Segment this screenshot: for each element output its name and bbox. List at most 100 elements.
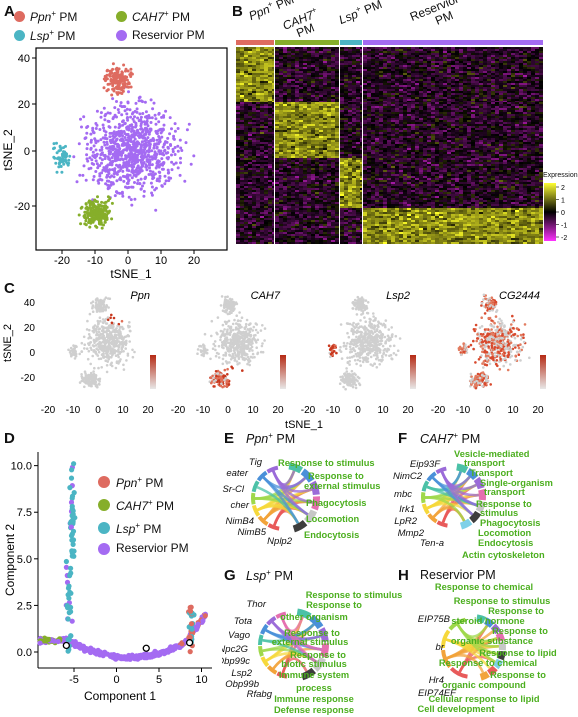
heatmap-cell <box>244 93 248 95</box>
heatmap-cell <box>455 99 459 101</box>
heatmap-cell <box>515 120 519 122</box>
heatmap-cell <box>531 91 535 93</box>
heatmap-cell <box>399 81 403 83</box>
heatmap-cell <box>387 93 391 95</box>
heatmap-cell <box>431 49 435 51</box>
heatmap-cell <box>487 87 491 89</box>
heatmap-cell <box>299 53 303 55</box>
heatmap-cell <box>487 99 491 101</box>
heatmap-cell <box>379 102 383 104</box>
heatmap-cell <box>499 128 503 130</box>
heatmap-cell <box>340 102 344 104</box>
heatmap-cell <box>415 104 419 106</box>
heatmap-cell <box>371 130 375 132</box>
heatmap-cell <box>323 93 327 95</box>
heatmap-cell <box>379 124 383 126</box>
heatmap-cell <box>335 99 339 101</box>
heatmap-cell <box>331 65 335 67</box>
tsne-point <box>158 174 162 178</box>
tsne-point <box>115 163 118 167</box>
tsne-point <box>167 176 171 180</box>
heatmap-cell <box>252 99 256 101</box>
heatmap-cell <box>352 104 356 106</box>
heatmap-cell <box>423 120 427 122</box>
heatmap-cell <box>375 75 379 77</box>
heatmap-cell <box>315 97 319 99</box>
heatmap-cell <box>463 73 467 75</box>
heatmap-cell <box>348 83 352 85</box>
heatmap-cell <box>363 71 367 73</box>
tsne-point <box>142 189 146 193</box>
heatmap-cell <box>244 83 248 85</box>
heatmap-cell <box>344 134 348 136</box>
tsne-point <box>160 184 164 188</box>
tsne-point <box>120 113 124 117</box>
heatmap-cell <box>415 136 419 138</box>
tsne-point <box>139 160 143 164</box>
heatmap-cell <box>375 136 379 138</box>
heatmap-cell <box>407 63 411 65</box>
heatmap-cell <box>348 120 352 122</box>
tsne-point <box>78 173 82 177</box>
heatmap-cell <box>240 67 244 69</box>
heatmap-cell <box>511 118 515 120</box>
heatmap-cell <box>399 63 403 65</box>
heatmap-cell <box>299 73 303 75</box>
heatmap-cell <box>443 83 447 85</box>
heatmap-cell <box>395 130 399 132</box>
heatmap-cell <box>407 124 411 126</box>
heatmap-cell <box>479 59 483 61</box>
heatmap-cell <box>371 116 375 118</box>
heatmap-cell <box>303 81 307 83</box>
tsne-point <box>63 155 67 159</box>
heatmap-cell <box>252 73 256 75</box>
heatmap-cell <box>391 126 395 128</box>
heatmap-cell <box>275 93 279 95</box>
heatmap-cell <box>375 61 379 63</box>
heatmap-cell <box>503 55 507 57</box>
tsne-point <box>154 166 158 170</box>
heatmap-cell <box>279 61 283 63</box>
heatmap-cell <box>499 53 503 55</box>
heatmap-cell <box>519 51 523 53</box>
heatmap-cell <box>395 112 399 114</box>
heatmap-cell <box>435 59 439 61</box>
heatmap-cell <box>315 132 319 134</box>
heatmap-cell <box>415 83 419 85</box>
heatmap-cell <box>499 75 503 77</box>
heatmap-cell <box>491 47 495 49</box>
heatmap-cell <box>495 67 499 69</box>
heatmap-cell <box>375 53 379 55</box>
heatmap-cell <box>331 118 335 120</box>
x-tick-label: -20 <box>54 255 70 267</box>
heatmap-cell <box>447 102 451 104</box>
cluster-bar-lsp <box>340 40 362 45</box>
heatmap-cell <box>256 61 260 63</box>
heatmap-cell <box>479 134 483 136</box>
heatmap-cell <box>447 134 451 136</box>
heatmap-cell <box>431 57 435 59</box>
heatmap-cell <box>283 138 287 140</box>
heatmap-cell <box>371 104 375 106</box>
heatmap-cell <box>283 51 287 53</box>
heatmap-cell <box>379 69 383 71</box>
heatmap-cell <box>419 67 423 69</box>
heatmap-cell <box>539 104 543 106</box>
heatmap-cell <box>475 95 479 97</box>
tsne-point <box>128 144 132 148</box>
heatmap-cell <box>531 65 535 67</box>
heatmap-cell <box>423 97 427 99</box>
heatmap-cell <box>303 93 307 95</box>
heatmap-cell <box>264 124 268 126</box>
heatmap-cell <box>539 122 543 124</box>
heatmap-cell <box>319 110 323 112</box>
heatmap-cell <box>348 57 352 59</box>
heatmap-cell <box>352 122 356 124</box>
heatmap-cell <box>367 75 371 77</box>
heatmap-cell <box>323 59 327 61</box>
heatmap-cell <box>443 126 447 128</box>
tsne-point <box>99 115 103 119</box>
tsne-point <box>162 123 166 127</box>
heatmap-cell <box>307 93 311 95</box>
heatmap-cell <box>279 77 283 79</box>
